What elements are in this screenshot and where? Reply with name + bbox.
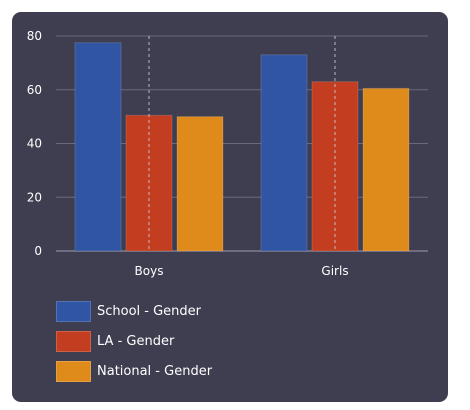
- bar: [74, 42, 122, 252]
- legend-label-national: National - Gender: [97, 363, 213, 379]
- legend-swatch-school: [56, 300, 91, 322]
- x-tick-label: Boys: [135, 264, 164, 278]
- legend-item-national[interactable]: National - Gender: [56, 360, 212, 382]
- legend-label-la: LA - Gender: [97, 333, 175, 349]
- bar: [176, 116, 224, 252]
- y-tick-label: 60: [27, 83, 42, 97]
- y-tick-label: 20: [27, 190, 42, 204]
- legend-item-la[interactable]: LA - Gender: [56, 330, 174, 352]
- bar: [362, 87, 410, 252]
- y-tick-label: 40: [27, 137, 42, 151]
- bar-chart: 0 20 40 60 80 Boys Girls: [27, 29, 428, 278]
- y-tick-label: 0: [34, 244, 42, 258]
- legend-item-school[interactable]: School - Gender: [56, 300, 201, 322]
- legend-label-school: School - Gender: [97, 303, 202, 319]
- y-tick-label: 80: [27, 29, 42, 43]
- legend-swatch-la: [56, 330, 91, 352]
- legend-swatch-national: [56, 360, 91, 382]
- bar: [260, 54, 308, 252]
- x-tick-label: Girls: [321, 264, 348, 278]
- chart-card: 0 20 40 60 80 Boys Girls School - Gender LA - …: [12, 12, 448, 402]
- bar: [311, 81, 359, 252]
